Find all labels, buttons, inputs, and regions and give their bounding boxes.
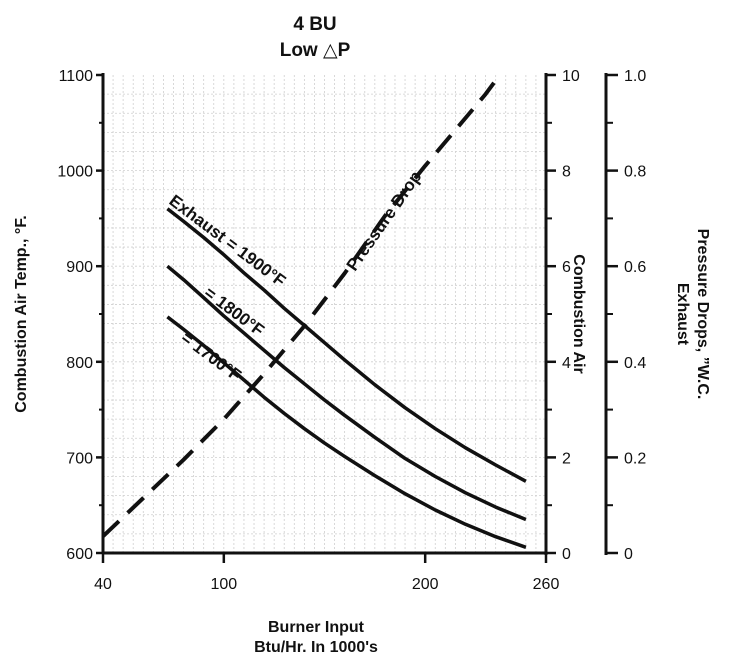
y-right1-tick-label: 10 — [562, 68, 580, 85]
y-right2-tick-label: 0.2 — [624, 450, 646, 467]
chart-title: 4 BU — [293, 14, 336, 35]
y-left-tick-label: 800 — [66, 355, 93, 372]
series-curve-3 — [101, 73, 502, 538]
x-axis-label-line2: Btu/Hr. In 1000's — [254, 639, 378, 656]
y-right2-tick-label: 0 — [624, 546, 633, 563]
y-left-tick-label: 600 — [66, 546, 93, 563]
x-axis-label-line1: Burner Input — [268, 619, 365, 636]
y-axis-right2-label-line1: Pressure Drops, ”W.C. — [694, 229, 711, 400]
chart-subtitle: Low △P — [280, 40, 351, 61]
series-curve-0 — [166, 207, 527, 483]
axes: 60070080090010001100024681000.20.40.60.8… — [57, 68, 646, 593]
x-tick-label: 40 — [94, 576, 112, 593]
y-axis-right2-label-line2: Exhaust — [674, 283, 691, 346]
label-pressure-drop: Pressure Drop — [343, 167, 426, 274]
label-exhaust-1900: Exhaust = 1900°F — [166, 191, 290, 291]
x-tick-label: 260 — [533, 576, 560, 593]
data-curves — [101, 73, 527, 549]
y-right2-tick-label: 1.0 — [624, 68, 646, 85]
y-right1-tick-label: 6 — [562, 259, 571, 276]
y-right2-tick-label: 0.8 — [624, 164, 646, 181]
label-1700: = 1700°F — [178, 328, 245, 385]
y-right1-tick-label: 4 — [562, 355, 571, 372]
y-left-tick-label: 1000 — [57, 164, 93, 181]
y-right2-tick-label: 0.4 — [624, 355, 646, 372]
y-left-tick-label: 900 — [66, 259, 93, 276]
series-curve-2 — [166, 315, 527, 549]
y-left-tick-label: 700 — [66, 450, 93, 467]
x-tick-label: 100 — [210, 576, 237, 593]
series-curve-1 — [166, 264, 527, 522]
x-tick-label: 200 — [412, 576, 439, 593]
y-right1-tick-label: 0 — [562, 546, 571, 563]
y-axis-left-label: Combustion Air Temp., °F. — [13, 215, 30, 413]
y-right2-tick-label: 0.6 — [624, 259, 646, 276]
y-right1-tick-label: 8 — [562, 164, 571, 181]
y-left-tick-label: 1100 — [59, 68, 94, 85]
y-right1-tick-label: 2 — [562, 450, 571, 467]
grid-lines — [103, 75, 546, 553]
y-axis-right1-label: Combustion Air — [570, 254, 587, 373]
